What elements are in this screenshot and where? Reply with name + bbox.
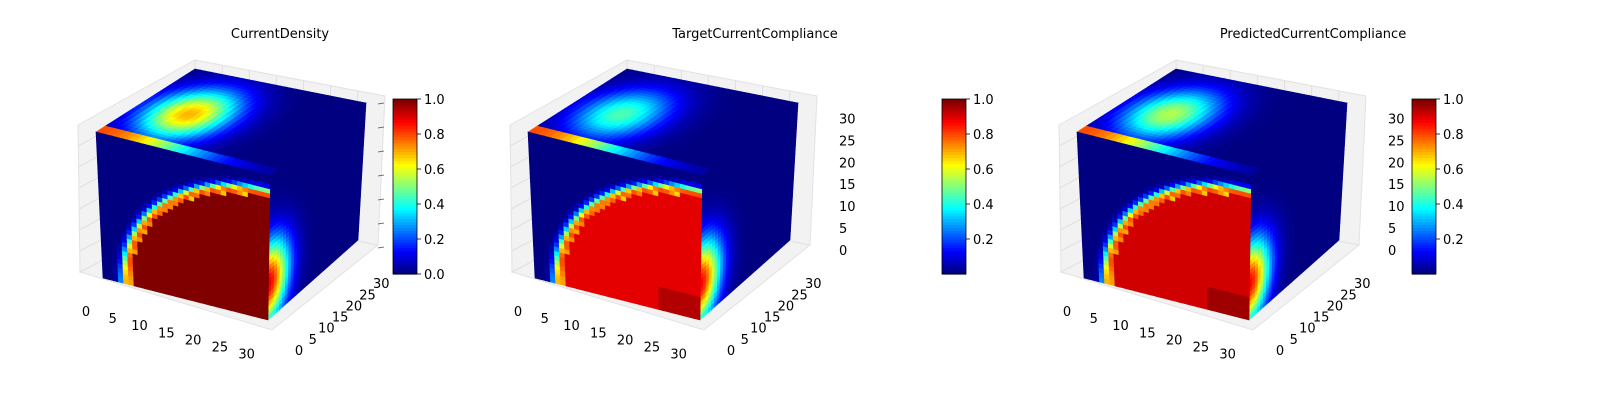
colorbar-tick-label: 0.4 [973,198,994,213]
x-tick-label: 30 [670,348,687,363]
colorbar-tick-label: 0.4 [1443,198,1464,213]
z-tick-label: 20 [1388,156,1405,171]
z-tick-label: 5 [1388,222,1396,237]
x-tick-label: 5 [109,312,117,327]
chart-title: PredictedCurrentCompliance [1220,27,1406,42]
z-tick-label: 15 [839,178,856,193]
chart-title: CurrentDensity [231,27,330,42]
colorbar-tick-label: 0.6 [1443,163,1464,178]
z-tick-label: 10 [1388,200,1405,215]
x-tick-label: 0 [514,305,522,320]
y-tick-label: 30 [373,277,390,292]
colorbar-tick-label: 0.6 [424,163,445,178]
z-tick-label: 0 [839,244,847,259]
colorbar-tick-label: 0.8 [1443,128,1464,143]
y-tick-label: 0 [295,344,303,359]
x-tick-label: 20 [617,333,634,348]
z-tick-label: 10 [839,200,856,215]
colorbar-tick-label: 0.6 [973,163,994,178]
colorbar: 0.0 0.2 0.4 0.6 0.8 1.0 [392,93,445,283]
x-tick-label: 30 [1219,348,1236,363]
y-tick-label: 5 [309,333,317,348]
x-tick-label: 20 [185,333,202,348]
z-tick-label: 25 [1388,134,1405,149]
colorbar-tick-label: 0.0 [424,268,445,283]
x-tick-label: 15 [1139,326,1156,341]
y-tick-label: 10 [318,322,335,337]
y-tick-label: 25 [791,288,808,303]
y-tick-label: 10 [1299,322,1316,337]
x-tick-label: 20 [1166,333,1183,348]
x-tick-label: 15 [158,326,175,341]
x-tick-label: 0 [1063,305,1071,320]
x-tick-label: 10 [131,319,148,334]
y-tick-label: 20 [346,299,363,314]
y-tick-label: 25 [1340,288,1357,303]
x-tick-label: 5 [1090,312,1098,327]
front-face [527,131,703,321]
colorbar-tick-label: 0.4 [424,198,445,213]
z-tick-label: 0 [1388,244,1396,259]
x-tick-label: 10 [563,319,580,334]
side-face [267,102,367,321]
top-face [527,68,799,177]
top-face [1076,68,1348,177]
side-face [699,102,799,321]
x-tick-label: 0 [82,305,90,320]
z-tick-label: 5 [839,222,847,237]
colorbar-tick-label: 0.8 [424,128,445,143]
z-tick-label: 20 [839,156,856,171]
colorbar: 0.2 0.4 0.6 0.8 1.0 [1411,93,1464,275]
x-tick-label: 25 [212,340,229,355]
colorbar-tick-label: 0.8 [973,128,994,143]
y-tick-label: 15 [1313,311,1330,326]
y-tick-label: 15 [764,311,781,326]
front-face [1076,131,1252,321]
side-face [1248,102,1348,321]
y-tick-label: 10 [750,322,767,337]
x-tick-label: 10 [1112,319,1129,334]
colorbar-tick-label: 0.2 [1443,233,1464,248]
y-tick-label: 30 [1354,277,1371,292]
y-tick-label: 30 [805,277,822,292]
y-tick-label: 0 [1276,344,1284,359]
colorbar-tick-label: 0.2 [424,233,445,248]
y-tick-label: 20 [1327,299,1344,314]
x-tick-label: 5 [541,312,549,327]
colorbar-tick-label: 1.0 [1443,93,1464,108]
colorbar: 0.2 0.4 0.6 0.8 1.0 [941,93,994,275]
top-face [95,68,367,177]
y-tick-label: 20 [778,299,795,314]
x-tick-label: 15 [590,326,607,341]
colorbar-tick-label: 0.2 [973,233,994,248]
chart-title: TargetCurrentCompliance [671,27,838,42]
front-face [95,131,271,321]
z-tick-label: 15 [1388,178,1405,193]
x-tick-label: 25 [644,340,661,355]
y-tick-label: 0 [727,344,735,359]
colorbar-tick-label: 1.0 [973,93,994,108]
y-tick-label: 5 [741,333,749,348]
x-tick-label: 30 [238,348,255,363]
y-tick-label: 15 [332,311,349,326]
x-tick-label: 25 [1193,340,1210,355]
z-tick-label: 30 [1388,112,1405,127]
z-tick-label: 25 [839,134,856,149]
z-tick-label: 30 [839,112,856,127]
y-tick-label: 5 [1290,333,1298,348]
colorbar-tick-label: 1.0 [424,93,445,108]
y-tick-label: 25 [359,288,376,303]
